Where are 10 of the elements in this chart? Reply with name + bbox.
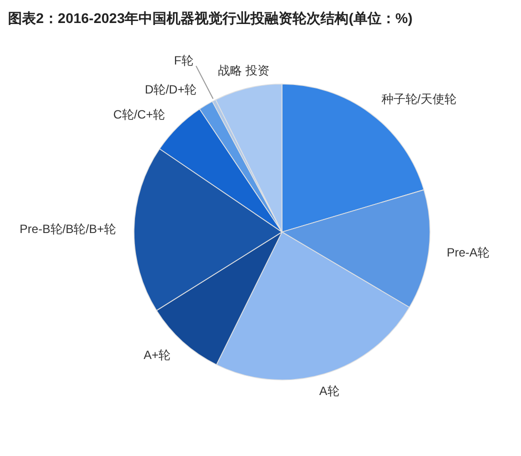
slice-label: Pre-B轮/B轮/B+轮 <box>20 222 116 236</box>
slice-label: A轮 <box>319 384 340 398</box>
slice-label: A+轮 <box>144 348 171 362</box>
slice-label: F轮 <box>174 54 194 68</box>
slice-label: 种子轮/天使轮 <box>381 92 457 106</box>
slice-label: C轮/C+轮 <box>113 107 165 122</box>
chart-title: 图表2：2016-2023年中国机器视觉行业投融资轮次结构(单位：%) <box>8 10 413 26</box>
slice-label: Pre-A轮 <box>446 245 490 260</box>
slice-label: 战略 投资 <box>218 63 270 78</box>
slice-label: D轮/D+轮 <box>144 82 197 97</box>
